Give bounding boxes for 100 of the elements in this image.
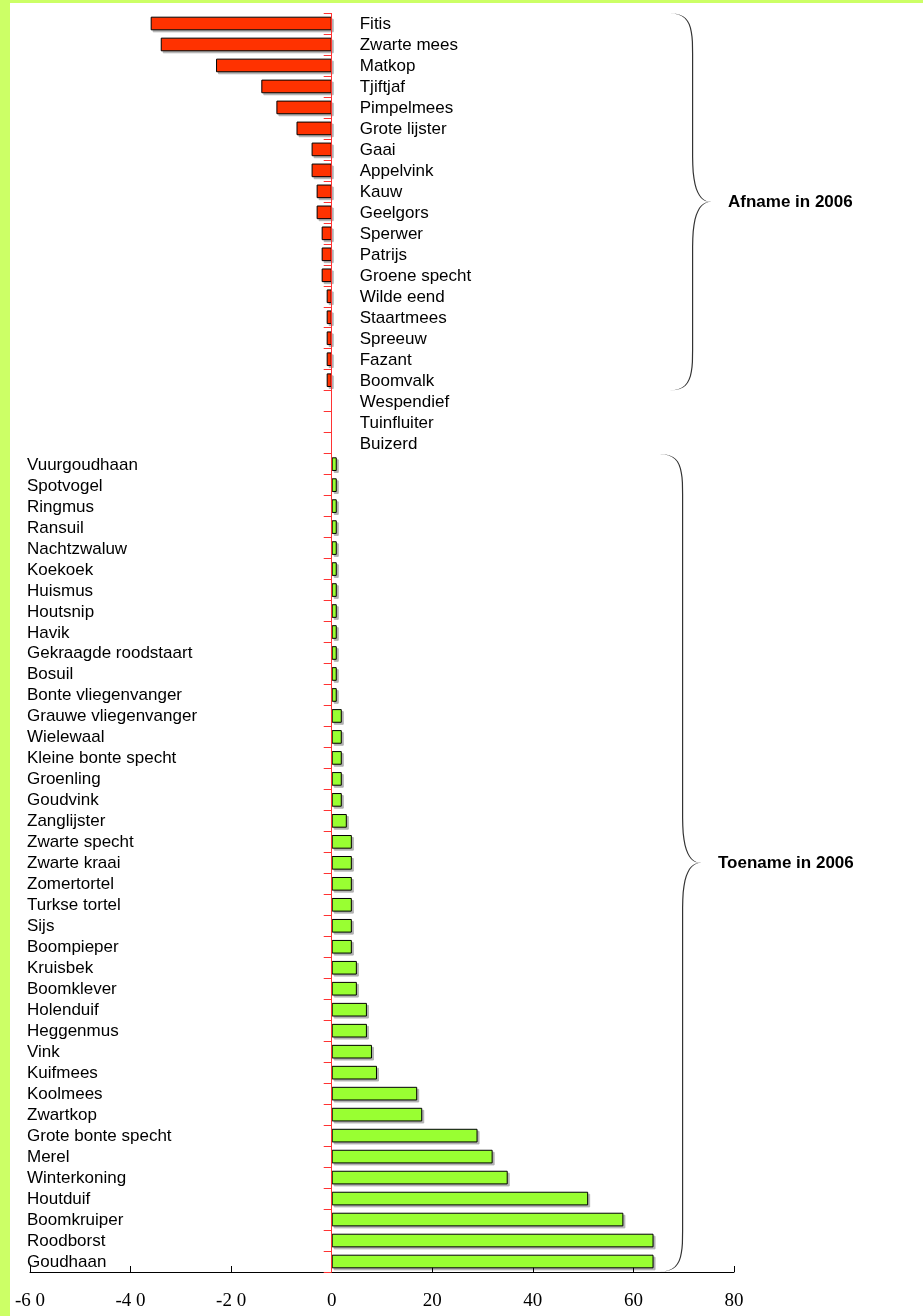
bar [316,205,332,220]
y-tick-label: Vuurgoudhaan [27,454,138,474]
y-tick-label: Kuifmees [27,1063,98,1083]
y-tick-label: Tjiftjaf [359,76,406,96]
y-tick-label: Bonte vliegenvanger [27,685,183,705]
y-tick-label: Sijs [27,916,55,936]
y-tick-label: Houtduif [27,1189,91,1209]
bar [316,184,332,199]
y-tick-label: Zwarte kraai [27,853,121,873]
bar [321,268,332,283]
y-tick-label: Matkop [359,55,416,75]
bar [331,478,337,492]
bar [331,562,337,576]
y-tick-label: Staartmees [359,307,447,327]
bar [321,226,332,241]
y-tick-label: Gekraagde roodstaart [27,643,193,663]
y-tick-label: Koolmees [27,1084,103,1104]
bar [276,100,332,115]
y-tick-label: Pimpelmees [359,97,454,117]
bar [216,58,332,73]
bar [331,667,337,681]
bar [331,646,337,660]
y-tick-label: Wielewaal [27,727,105,747]
y-tick-label: Tuinfluiter [359,412,435,432]
annotation: Toename in 2006 [718,852,854,873]
y-tick-label: Grauwe vliegenvanger [27,706,198,726]
y-tick-label: Goudhaan [27,1252,107,1272]
bar [331,939,352,954]
bar [331,604,337,618]
bar [331,541,337,555]
bar [331,625,337,639]
bar [150,16,332,31]
bar [331,1233,654,1248]
bar [331,1149,493,1164]
y-tick-label: Koekoek [27,559,94,579]
y-tick-label: Sperwer [359,223,424,243]
bar [331,960,357,975]
y-tick-label: Boomklever [27,979,118,999]
y-tick-label: Fitis [359,13,391,33]
y-tick-label: Kruisbek [27,958,94,978]
y-tick-label: Nachtzwaluw [27,538,128,558]
y-tick-label: Vink [27,1042,61,1062]
y-tick-label: Huismus [27,580,94,600]
y-tick-label: Appelvink [359,160,434,180]
bar [261,79,332,94]
y-tick-label: Houtsnip [27,601,95,621]
y-tick-label: Gaai [359,139,396,159]
bar [331,876,352,891]
bar [331,1212,624,1227]
bar [331,1065,377,1080]
y-tick-label: Zomertortel [27,874,114,894]
bar [331,835,352,849]
y-tick-label: Zwarte specht [27,832,135,852]
bar [331,1191,589,1206]
y-tick-label: Roodborst [27,1231,106,1251]
bar [331,520,337,534]
y-tick-label: Havik [27,622,71,642]
bar [331,918,352,933]
bar [331,1023,367,1038]
y-tick-label: Heggenmus [27,1021,119,1041]
bar [331,1128,478,1143]
x-tick-label: 0 [326,1289,337,1310]
annotation: Afname in 2006 [728,191,853,212]
x-tick-label: 40 [523,1289,543,1310]
y-tick-label: Merel [27,1147,70,1167]
y-tick-label: Kauw [359,181,403,201]
y-tick-label: Ransuil [27,517,84,537]
x-tick-label: -2 0 [216,1289,247,1310]
y-tick-label: Boomkruiper [27,1210,124,1230]
x-tick-label: 20 [422,1289,442,1310]
y-tick-label: Goudvink [27,790,100,810]
y-tick-label: Grote lijster [359,118,447,138]
x-tick-label: -4 0 [115,1289,146,1310]
y-tick-label: Geelgors [359,202,429,222]
y-tick-label: Wespendief [359,391,450,411]
bar [331,751,342,765]
bar [331,583,337,597]
bar [331,1254,654,1269]
x-tick-label: 80 [724,1289,744,1310]
y-tick-label: Groene specht [359,265,472,285]
bar [331,1170,508,1185]
bar [296,121,332,136]
bar [331,457,337,471]
bar [331,1044,372,1059]
bar [331,730,342,744]
y-tick-label: Ringmus [27,496,95,516]
y-tick-label: Zanglijster [27,811,106,831]
bar [331,981,357,996]
y-tick-label: Buizerd [359,433,418,453]
bar [331,793,342,807]
bar [331,1002,367,1017]
y-tick-label: Groenling [27,769,101,789]
y-tick-label: Kleine bonte specht [27,748,177,768]
bar [331,499,337,513]
y-tick-label: Patrijs [359,244,407,264]
y-tick-label: Grote bonte specht [27,1126,172,1146]
y-tick-label: Fazant [359,349,412,369]
y-tick-label: Spotvogel [27,475,103,495]
y-tick-label: Zwarte mees [359,34,458,54]
bar [331,814,347,828]
